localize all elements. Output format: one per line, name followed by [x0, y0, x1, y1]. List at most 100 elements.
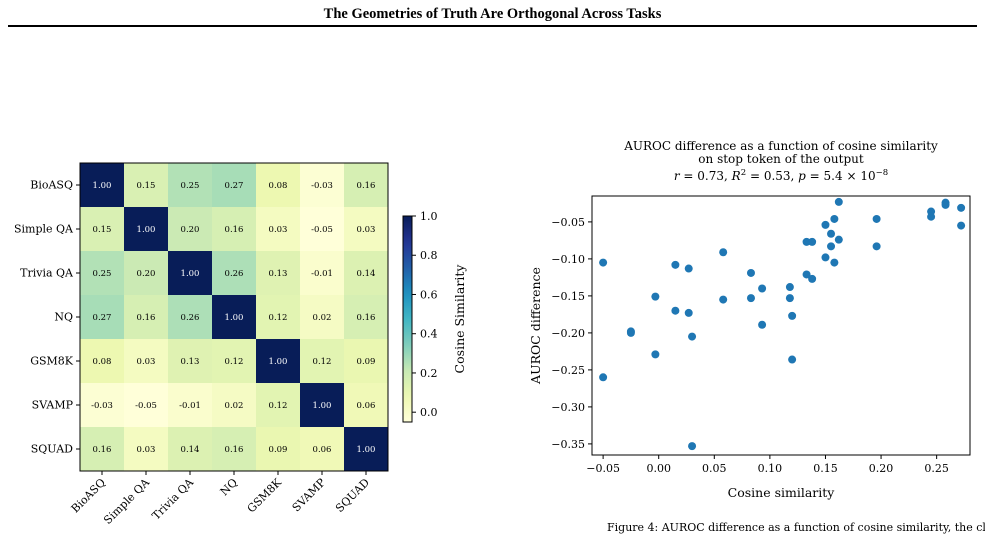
scatter-point [719, 295, 728, 304]
heatmap-cell [168, 251, 212, 295]
heatmap-cell-label: 0.03 [269, 225, 288, 235]
heatmap-cell [212, 383, 256, 427]
scatter-point [688, 332, 697, 341]
heatmap-cell-label: 0.16 [225, 225, 244, 235]
scatter-stats-line: r = 0.73, R2 = 0.53, p = 5.4 × 10−8 [674, 168, 888, 183]
heatmap-cell-label: 0.16 [357, 181, 376, 191]
heatmap-cell-label: 0.03 [137, 445, 156, 455]
scatter-title-line: AUROC difference as a function of cosine… [623, 139, 938, 153]
heatmap-cell-label: -0.05 [311, 225, 333, 235]
scatter-point [821, 220, 830, 229]
heatmap-cell-label: 0.02 [225, 401, 244, 411]
heatmap-cell [344, 295, 388, 339]
heatmap-cell-label: 0.12 [269, 313, 288, 323]
heatmap-cell-label: 0.16 [137, 313, 156, 323]
scatter-point [827, 229, 836, 238]
heatmap-cell [256, 339, 300, 383]
heatmap-cell [256, 427, 300, 471]
heatmap-cell [80, 207, 124, 251]
scatter-point [830, 214, 839, 223]
scatter-point [941, 200, 950, 209]
heatmap-cell-label: 0.26 [225, 269, 244, 279]
scatter-point [957, 221, 966, 230]
scatter-point [599, 258, 608, 267]
heatmap-cell [212, 207, 256, 251]
scatter-point [821, 253, 830, 262]
scatter-point [827, 242, 836, 251]
colorbar-label: Cosine Similarity [452, 264, 467, 374]
heatmap-cell [212, 163, 256, 207]
heatmap-cell [344, 339, 388, 383]
scatter-point [872, 214, 881, 223]
heatmap-row-label: NQ [54, 311, 73, 324]
heatmap-cell-label: 0.20 [181, 225, 200, 235]
scatter-y-tick-label: −0.05 [551, 216, 585, 229]
scatter-point [684, 264, 693, 273]
heatmap-cell-label: 1.00 [357, 445, 376, 455]
heatmap-col-label: Simple QA [101, 475, 153, 527]
scatter-point [830, 258, 839, 267]
heatmap-cell-label: 0.27 [225, 181, 244, 191]
heatmap-cell-label: 0.16 [225, 445, 244, 455]
heatmap-cell [80, 339, 124, 383]
heatmap-col-label: NQ [218, 476, 240, 498]
heatmap-cell-label: 0.12 [225, 357, 244, 367]
scatter-point [834, 235, 843, 244]
stats-r2-value: 0.53 [764, 169, 791, 183]
scatter-point [788, 355, 797, 364]
scatter-y-axis-label: AUROC difference [528, 267, 543, 385]
scatter-point [785, 294, 794, 303]
scatter-x-tick-label: 0.10 [758, 462, 783, 475]
heatmap-cell [300, 427, 344, 471]
header-rule [8, 25, 977, 27]
colorbar-tick-label: 0.4 [420, 328, 438, 341]
heatmap-cell [300, 163, 344, 207]
heatmap-cell [124, 163, 168, 207]
scatter-point [758, 284, 767, 293]
heatmap-cell [300, 295, 344, 339]
scatter-y-tick-label: −0.25 [551, 364, 585, 377]
heatmap-cell [344, 163, 388, 207]
colorbar-tick-label: 0.8 [420, 249, 438, 262]
heatmap-cell-label: 0.14 [181, 445, 200, 455]
heatmap-cell-label: 0.20 [137, 269, 156, 279]
heatmap-cell [344, 427, 388, 471]
heatmap-cell-label: 0.15 [93, 225, 112, 235]
heatmap-cell-label: -0.03 [311, 181, 333, 191]
scatter-point [802, 237, 811, 246]
heatmap-row-label: SQUAD [31, 443, 73, 456]
scatter-chart: −0.05 0.00 0.05 0.10 0.15 0.20 0.25 −0.35 −0.30 −… [528, 139, 985, 534]
scatter-frame [591, 195, 971, 456]
scatter-point [651, 292, 660, 301]
heatmap-cell-label: 1.00 [181, 269, 200, 279]
heatmap-cell-label: 0.06 [313, 445, 332, 455]
heatmap-cell [212, 427, 256, 471]
heatmap-cell-label: 0.09 [269, 445, 288, 455]
heatmap-cell-label: 0.14 [357, 269, 376, 279]
heatmap-cell-label: 0.13 [181, 357, 200, 367]
heatmap-cell [256, 163, 300, 207]
heatmap-cell [124, 207, 168, 251]
heatmap-cell [124, 427, 168, 471]
heatmap-cell-label: 0.08 [269, 181, 288, 191]
heatmap-cell-label: -0.01 [179, 401, 201, 411]
heatmap-cell-label: 0.25 [181, 181, 200, 191]
scatter-point [785, 283, 794, 292]
heatmap-cell-label: 0.12 [313, 357, 332, 367]
scatter-x-tick-label: 0.05 [702, 462, 727, 475]
heatmap-cell-label: 0.12 [269, 401, 288, 411]
caption-fragment: Figure 4: AUROC difference as a function… [607, 521, 985, 534]
heatmap-cell [124, 295, 168, 339]
scatter-y-tick-label: −0.20 [551, 327, 585, 340]
scatter-point [599, 373, 608, 382]
heatmap-cell [256, 251, 300, 295]
heatmap-row-label: Simple QA [14, 223, 74, 236]
heatmap-row-label: BioASQ [30, 179, 73, 192]
scatter-point [927, 212, 936, 221]
heatmap-cell [124, 339, 168, 383]
heatmap-cell [256, 383, 300, 427]
heatmap-cell-label: 0.27 [93, 313, 112, 323]
heatmap-cell [344, 383, 388, 427]
colorbar-bar [402, 215, 413, 423]
